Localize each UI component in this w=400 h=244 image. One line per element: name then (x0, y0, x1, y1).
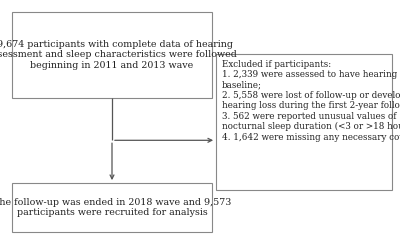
Bar (12, 183, 212, 232)
Bar (12, 12, 212, 98)
Text: 19,674 participants with complete data of hearing
assessment and sleep character: 19,674 participants with complete data o… (0, 40, 237, 70)
Text: The follow-up was ended in 2018 wave and 9,573
participants were recruited for a: The follow-up was ended in 2018 wave and… (0, 198, 231, 217)
Bar (216, 54, 392, 190)
Text: Excluded if participants:
1. 2,339 were assessed to have hearing loss at
baselin: Excluded if participants: 1. 2,339 were … (222, 60, 400, 142)
